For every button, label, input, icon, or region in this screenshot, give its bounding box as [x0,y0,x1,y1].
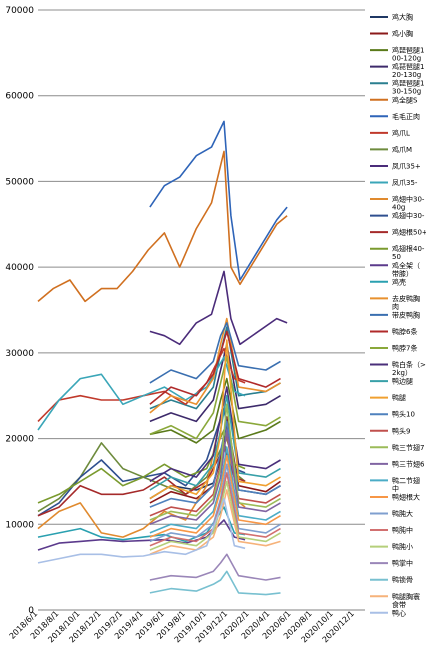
legend-label: 带膝） [392,269,413,278]
series-line [149,120,288,281]
legend-label: 鸭头9 [392,426,410,435]
series-line [149,553,281,581]
y-tick-label: 0 [28,606,34,616]
legend-label: 鸡爪M [392,145,412,154]
legend-label: 鸭白条（> [392,360,426,369]
legend-label: 毛毛正肉 [392,112,420,121]
gridlines [38,9,365,611]
series-line [149,270,288,346]
legend-label: 鸡大胸 [392,13,413,22]
y-axis-ticks: 0 10000 20000 30000 40000 50000 60000 70000 [5,6,34,616]
legend-label: 鸭三节翅6 [392,459,425,468]
legend-label: 鸡壳 [392,277,406,286]
legend-label: 鸡翅中30- [392,195,425,204]
series-line [37,497,246,564]
legend-label: 鸡琵琶腿1 [392,46,424,55]
series-line [149,416,281,504]
y-tick-label: 20000 [5,435,34,445]
legend-label: 鸭三节翅7 [392,443,424,452]
y-tick-label: 30000 [5,349,34,359]
legend-label: 鸭脖7条 [392,344,417,353]
legend-label: 40g [392,204,405,212]
legend-label: 中 [392,484,399,493]
legend-label: 鸭头10 [392,410,415,419]
legend-label: 00-120g [392,55,421,63]
legend-label: 鸡翅中30- [392,211,425,220]
legend-label: 去皮鸭胸 [392,294,420,303]
series-line [149,356,281,440]
legend-label: 鸭边腿 [392,377,413,386]
y-tick-label: 40000 [5,263,34,273]
series-line [149,420,281,508]
series-line [149,343,281,423]
legend-label: 鸭肫大 [392,509,413,518]
x-axis-ticks: 2018/6/12018/8/12018/10/12018/12/12019/2… [8,609,356,644]
y-tick-label: 10000 [5,520,34,530]
legend-label: 鸭心 [392,608,406,617]
series-lines [37,120,288,596]
series-line [149,339,281,500]
legend-label: 带皮鸭胸 [392,310,420,319]
legend-label: 鸡小胸 [392,29,413,38]
series-line [149,403,281,521]
series-line [149,454,281,538]
series-line [149,463,281,543]
legend-label: 肉 [392,302,399,311]
legend-label: 鸡翅根40- [392,244,425,253]
legend-label: 鸭掌中 [392,559,413,568]
series-line [149,429,281,526]
series-line [149,386,281,483]
legend-label: 20-130g [392,71,421,79]
legend-label: 鸭腿 [392,393,406,402]
legend-label: 凤爪35+ [392,162,421,170]
series-line [149,570,281,596]
series-line [149,377,281,444]
legend-label: 鸭腿胸寰 [392,592,420,601]
legend-label: 鸭肫小 [392,542,413,551]
legend-label: 鸡全腿S [392,95,418,104]
legend-label: 鸡全架（ [392,261,420,270]
y-tick-label: 50000 [5,177,34,187]
legend-label: 30-150g [392,88,421,96]
series-line [149,330,281,405]
series-line [149,317,281,414]
legend-label: 鸡爪L [392,128,410,137]
y-tick-label: 60000 [5,92,34,102]
legend-label: 凤爪35- [392,179,418,187]
legend-label: 鸭锁骨 [392,575,413,584]
legend-label: 鸭二节翅 [392,476,420,485]
legend-label: 鸭翅根大 [392,492,420,501]
legend-label: 食带 [392,600,406,609]
legend-label: 鸡琵琶腿1 [392,62,424,71]
series-line [37,150,288,303]
legend-label: 50 [392,253,401,261]
series-line [149,489,281,556]
legend-label: 鸭脖6条 [392,327,417,336]
y-tick-label: 70000 [5,6,34,16]
legend-label: 2kg） [392,369,412,377]
series-line [149,472,281,547]
legend-label: 鸡琵琶腿1 [392,79,424,88]
legend-label: 鸭肫中 [392,526,413,535]
legend-label: 鸡翅根50+ [392,228,426,237]
legend: 鸡大胸鸡小胸鸡琵琶腿100-120g鸡琵琶腿120-130g鸡琵琶腿130-15… [370,13,426,617]
series-line [149,322,281,384]
